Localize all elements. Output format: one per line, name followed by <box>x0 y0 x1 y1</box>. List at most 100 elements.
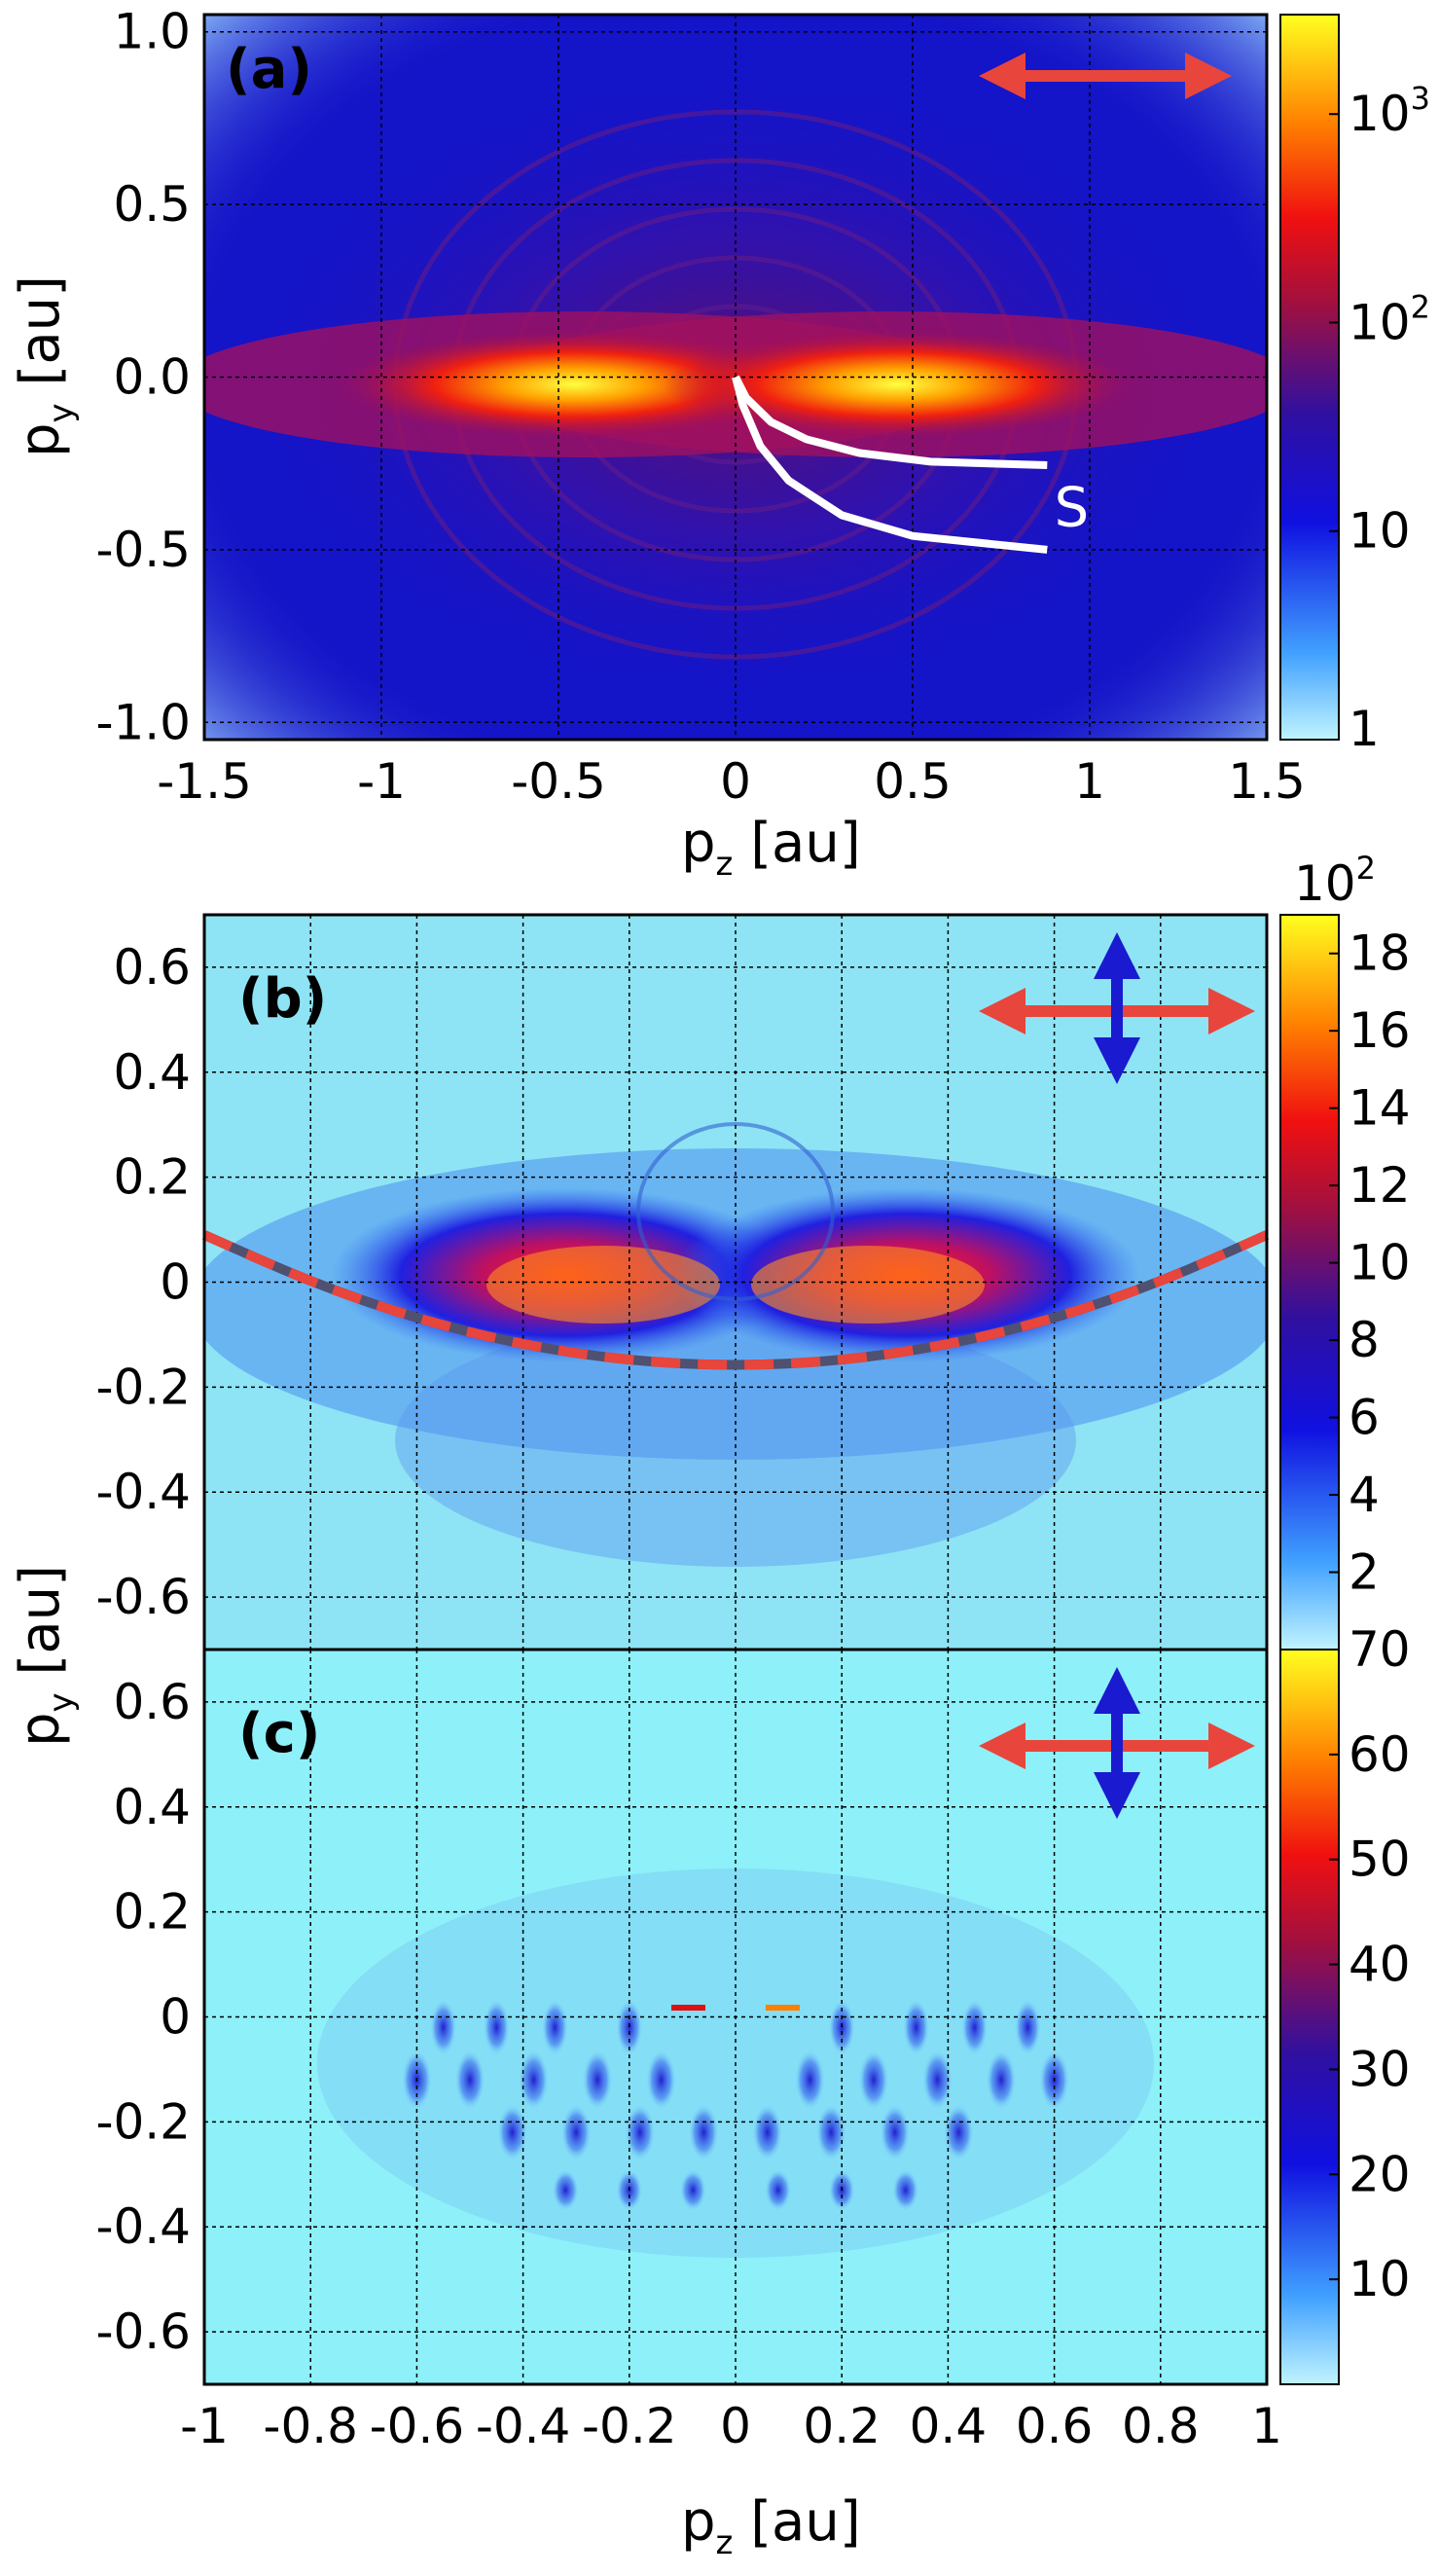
panel-b-label: (b) <box>238 967 327 1031</box>
y-tick-label: 0 <box>160 1989 191 2046</box>
panel-c-colorbar <box>1279 1649 1340 2385</box>
panel-a-s-annotation: S <box>1055 476 1090 539</box>
colorbar-tick-label: 2 <box>1349 1544 1380 1601</box>
colorbar-tick-label: 50 <box>1349 1832 1411 1888</box>
panel-c-blob <box>624 2103 656 2162</box>
panel-b-ticks: 0.6 0.4 0.2 0 -0.2 -0.4 -0.6 <box>95 939 191 1625</box>
panel-c-blob <box>429 1998 457 2057</box>
panel-c-blob <box>560 2103 593 2162</box>
x-tick-label: -1.5 <box>157 753 252 810</box>
colorbar-tick-label: 10 <box>1349 1235 1411 1291</box>
colorbar-tick-base: 10 <box>1349 86 1411 142</box>
panel-a-frame <box>202 13 1269 742</box>
panel-b-dashed-curve <box>201 1230 1270 1370</box>
axis-label-main: p <box>681 812 716 875</box>
axis-label-sub: z <box>716 2523 734 2562</box>
colorbar-tick-exp: 2 <box>1411 288 1430 325</box>
colorbar-tick-label: 6 <box>1349 1390 1380 1446</box>
y-tick-label: 0.6 <box>113 1674 191 1730</box>
colorbar-tick-base: 10 <box>1349 503 1411 560</box>
dashed-curve-dashes <box>201 1230 1270 1370</box>
x-tick-label: -1 <box>357 753 406 810</box>
y-tick-label: -0.6 <box>95 1569 191 1625</box>
panel-c-colorbar-labels: 70 60 50 40 30 20 10 <box>1329 1621 1411 2307</box>
colorbar-tick-label: 40 <box>1349 1937 1411 1993</box>
panel-c-blob <box>645 2049 677 2112</box>
colorbar-a-tick-label: 1 <box>1349 701 1380 757</box>
axis-label-unit: [au] <box>733 812 860 875</box>
colorbar-tick-exp: 3 <box>1411 80 1430 117</box>
axis-label-sub: y <box>42 1692 81 1712</box>
x-tick-label: -0.4 <box>476 2398 571 2454</box>
y-tick-label: -0.5 <box>95 522 191 578</box>
panel-c-grid <box>204 1650 1267 2384</box>
y-tick-label: 0.6 <box>113 939 191 996</box>
panel-c-blob <box>541 1998 569 2057</box>
y-tick-label: 1.0 <box>113 4 191 60</box>
axis-label-unit: [au] <box>9 1565 72 1692</box>
x-tick-label: -0.5 <box>511 753 606 810</box>
x-tick-label: 0 <box>720 2398 751 2454</box>
colorbar-tick-label: 30 <box>1349 2041 1411 2097</box>
colorbar-a-tick-label: 103 <box>1349 80 1430 142</box>
panel-b-hot-left <box>486 1246 720 1324</box>
colorbar-b-multiplier: 102 <box>1294 850 1376 912</box>
colorbar-tick-label: 14 <box>1349 1080 1411 1137</box>
x-tick-label: 1.5 <box>1228 753 1306 810</box>
y-tick-label: 0.2 <box>113 1884 191 1941</box>
panel-c-blob <box>518 2049 550 2112</box>
x-tick-label: 0 <box>720 753 751 810</box>
panel-a-ticks: 1.0 0.5 0.0 -0.5 -1.0-1.5 -1 -0.5 0 0.5 1 1.5 <box>95 4 1305 810</box>
panel-a-lobe-right <box>664 331 1131 438</box>
colorbar-tick-label: 70 <box>1349 1621 1411 1678</box>
colorbar-a-tick-label: 102 <box>1349 288 1430 350</box>
x-tick-label: -0.2 <box>582 2398 677 2454</box>
colorbar-tick-label: 60 <box>1349 1726 1411 1783</box>
x-tick-label: 0.8 <box>1122 2398 1200 2454</box>
axis-label-sub: y <box>42 403 81 422</box>
colorbar-a-tick-label: 10 <box>1349 503 1411 560</box>
x-tick-label: 1 <box>1074 753 1105 810</box>
panel-c-blob <box>960 1998 989 2057</box>
panel-c-blob <box>815 2103 847 2162</box>
y-tick-label: 0.0 <box>113 349 191 406</box>
panel-c-blob <box>879 2103 911 2162</box>
x-tick-label: -0.8 <box>263 2398 358 2454</box>
panel-a-label: (a) <box>226 38 312 101</box>
panel-c-blob <box>679 2168 707 2212</box>
colorbar-tick-label: 10 <box>1349 2251 1411 2307</box>
colorbar-tick-label: 20 <box>1349 2146 1411 2202</box>
x-tick-label: -1 <box>180 2398 229 2454</box>
y-tick-label: 0.2 <box>113 1149 191 1206</box>
y-tick-label: 0.4 <box>113 1044 191 1101</box>
panel-c-blob <box>764 2168 792 2212</box>
y-tick-label: -0.4 <box>95 1464 191 1520</box>
panel-c-frame <box>202 1648 1269 2386</box>
y-tick-label: -0.2 <box>95 1359 191 1415</box>
y-tick-label: 0.4 <box>113 1779 191 1835</box>
colorbar-tick-label: 12 <box>1349 1157 1411 1214</box>
colorbar-tick-label: 4 <box>1349 1467 1380 1523</box>
colorbar-tick-label: 16 <box>1349 1002 1411 1059</box>
colorbar-tick-label: 8 <box>1349 1312 1380 1368</box>
panel-c-blobs <box>401 1998 1070 2212</box>
panel-c-blob <box>986 2049 1017 2112</box>
panel-c-blob <box>751 2103 783 2162</box>
panel-a-curves <box>732 375 1048 554</box>
colorbar-multiplier-exp: 2 <box>1356 850 1376 887</box>
x-tick-label: 0.4 <box>910 2398 988 2454</box>
panel-c-blob <box>454 2049 486 2112</box>
panel-b: (b) 0.6 0.4 0.2 0 -0.2 -0.4 -0.6 18 16 14 12 10 8 6 4… <box>95 850 1411 1651</box>
panel-a-xlabel: pz [au] <box>681 812 861 884</box>
panel-a: (a) S 1.00.50.0-0.5-1.0-1.5 -1 -0.5 0 0.5 1 1.… <box>9 4 1430 884</box>
panel-bc-ylabel: py [au] <box>9 1565 81 1747</box>
y-tick-label: 0.5 <box>113 176 191 233</box>
colorbar-tick-base: 10 <box>1349 294 1411 350</box>
colorbar-multiplier-base: 10 <box>1294 855 1356 912</box>
curve-upper <box>732 375 1048 469</box>
x-tick-label: 0.5 <box>874 753 952 810</box>
panel-a-ylabel: py [au] <box>9 275 81 457</box>
y-tick-label: -0.6 <box>95 2304 191 2360</box>
